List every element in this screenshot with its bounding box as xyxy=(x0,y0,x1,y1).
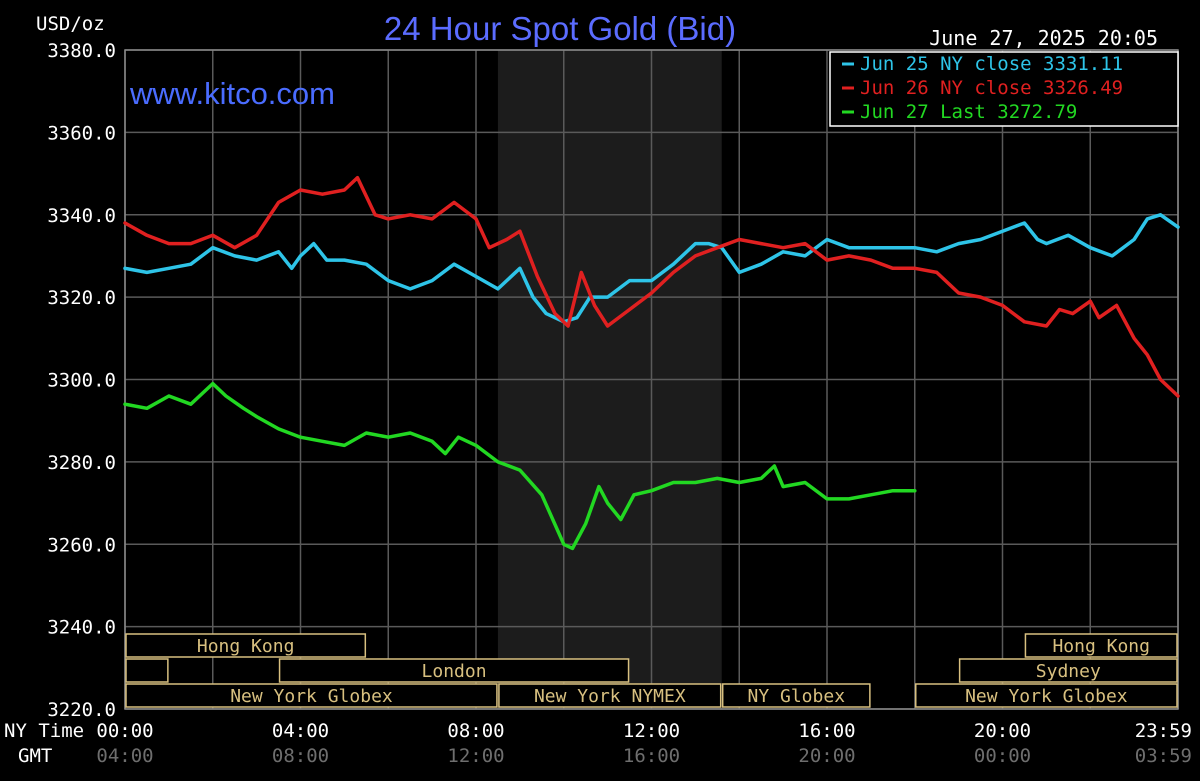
session-box xyxy=(721,683,871,708)
trading-sessions: Hong Kong Hong Kong London Sydney New York G… xyxy=(125,633,1178,708)
x-tick-label-ny: 08:00 xyxy=(447,720,504,742)
x-axis-ticks: 00:00 04:00 04:00 08:00 08:00 12:00 12:00 16:00… xyxy=(96,720,1192,767)
ny-time-label: NY Time xyxy=(4,720,84,742)
x-tick-label-gmt: 04:00 xyxy=(96,745,153,767)
gmt-label: GMT xyxy=(18,745,52,767)
session-label: Hong Kong xyxy=(197,636,295,657)
y-tick-label: 3260.0 xyxy=(47,534,116,556)
x-tick-label-gmt: 12:00 xyxy=(447,745,504,767)
y-axis-label: USD/oz xyxy=(36,13,105,35)
y-tick-label: 3300.0 xyxy=(47,370,116,392)
plot-frame xyxy=(124,49,1179,710)
legend-label: Jun 26 NY close 3326.49 xyxy=(860,77,1123,99)
chart-title: 24 Hour Spot Gold (Bid) xyxy=(384,10,736,47)
x-tick-label-gmt: 08:00 xyxy=(272,745,329,767)
session-box xyxy=(915,683,1178,708)
x-tick-label-gmt: 16:00 xyxy=(623,745,680,767)
y-tick-label: 3240.0 xyxy=(47,617,116,639)
x-tick-label-ny: 23:59 xyxy=(1135,720,1192,742)
session-label: Hong Kong xyxy=(1052,636,1150,657)
session-box xyxy=(125,658,169,683)
series-line-2 xyxy=(123,381,917,551)
price-lines xyxy=(123,175,1180,551)
y-axis-ticks: 3380.0 3360.0 3340.0 3320.0 3300.0 3280.0 3260… xyxy=(47,40,116,721)
chart-timestamp: June 27, 2025 20:05 xyxy=(929,26,1158,50)
x-tick-label-gmt: 03:59 xyxy=(1135,745,1192,767)
series-line-0 xyxy=(123,213,1180,324)
x-tick-label-ny: 16:00 xyxy=(798,720,855,742)
y-tick-label: 3280.0 xyxy=(47,452,116,474)
x-tick-label-ny: 04:00 xyxy=(272,720,329,742)
session-box xyxy=(125,683,498,708)
session-label: New York NYMEX xyxy=(534,686,686,707)
legend-box xyxy=(829,51,1179,127)
session-label: New York Globex xyxy=(965,686,1128,707)
session-box xyxy=(278,658,630,683)
session-box xyxy=(498,683,722,708)
session-box xyxy=(958,658,1178,683)
y-tick-label: 3340.0 xyxy=(47,205,116,227)
series-line-1 xyxy=(123,175,1180,398)
session-label: Sydney xyxy=(1036,661,1101,682)
gridlines xyxy=(124,49,1179,710)
x-tick-label-ny: 12:00 xyxy=(623,720,680,742)
y-tick-label: 3380.0 xyxy=(47,40,116,62)
session-label: NY Globex xyxy=(748,686,846,707)
x-tick-label-gmt: 20:00 xyxy=(798,745,855,767)
session-label: London xyxy=(422,661,487,682)
y-tick-label: 3360.0 xyxy=(47,122,116,144)
x-tick-label-ny: 20:00 xyxy=(974,720,1031,742)
session-box xyxy=(1024,633,1178,658)
x-tick-label-ny: 00:00 xyxy=(96,720,153,742)
session-label: New York Globex xyxy=(230,686,393,707)
watermark-text: www.kitco.com xyxy=(129,76,335,111)
y-tick-label: 3320.0 xyxy=(47,287,116,309)
y-tick-label: 3220.0 xyxy=(47,699,116,721)
session-box xyxy=(125,633,367,658)
x-tick-label-gmt: 00:00 xyxy=(974,745,1031,767)
legend-label: Jun 27 Last 3272.79 xyxy=(860,101,1077,123)
legend-label: Jun 25 NY close 3331.11 xyxy=(860,53,1123,75)
